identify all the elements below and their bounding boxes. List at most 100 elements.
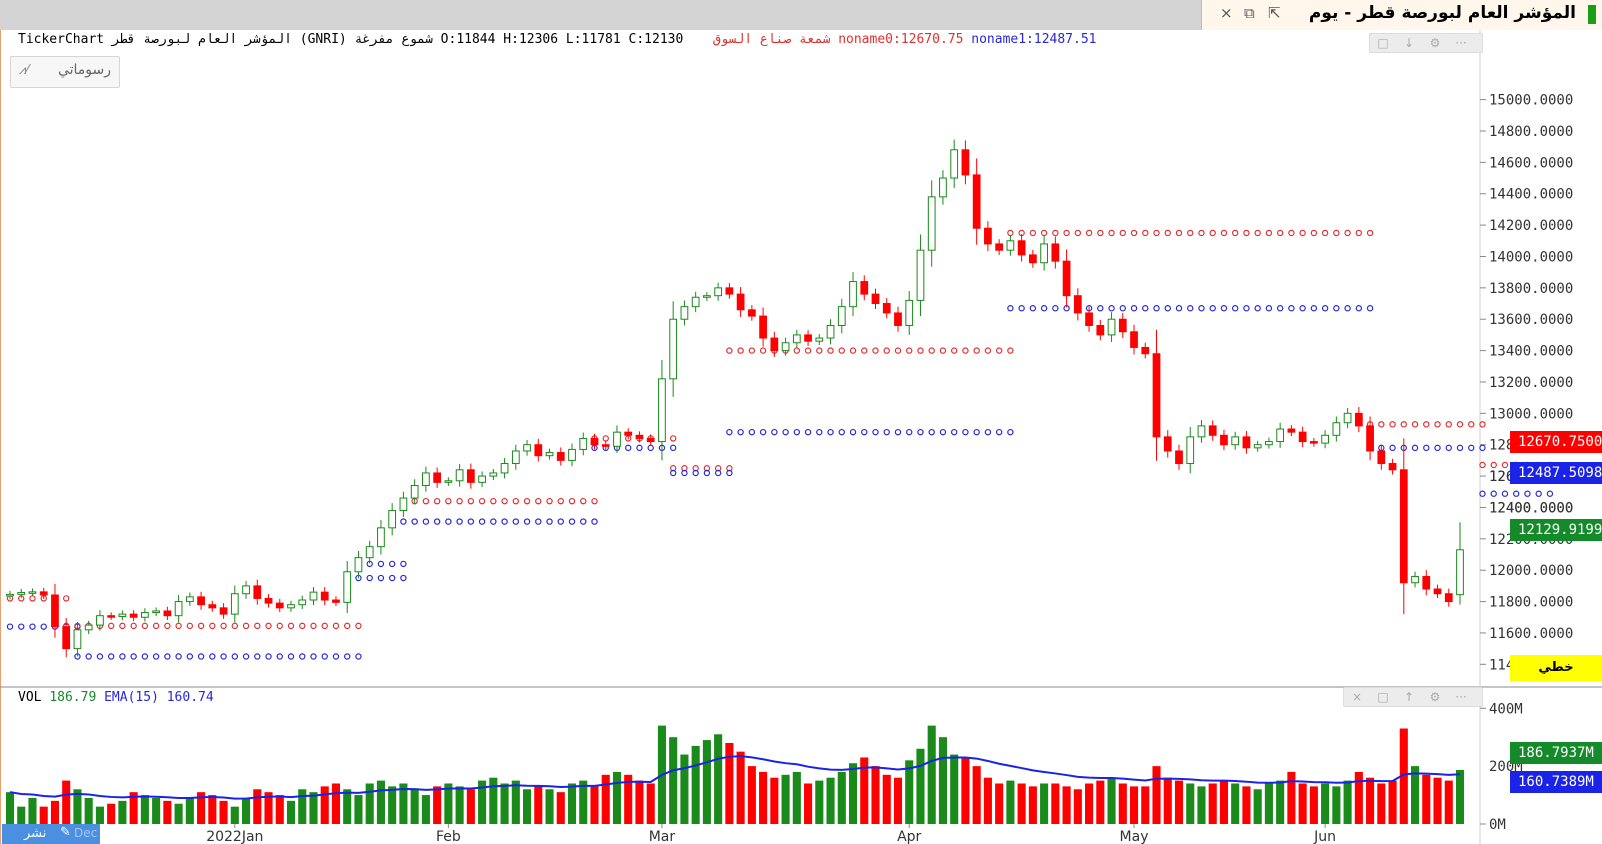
indicator-dot: [377, 574, 385, 582]
indicator-dot: [782, 428, 789, 436]
volume-bar: [62, 780, 71, 824]
indicator-dot: [231, 622, 239, 630]
close-icon[interactable]: ×: [1220, 4, 1233, 22]
volume-bar: [1321, 783, 1330, 824]
indicator-dot: [973, 347, 980, 354]
indicator-dot: [1276, 229, 1284, 237]
indicator-dot: [1288, 229, 1295, 237]
window-title: المؤشر العام لبورصة قطر - يوم: [1308, 3, 1576, 23]
close-icon[interactable]: ×: [1351, 690, 1363, 704]
indicator-dot: [984, 428, 992, 436]
chart-area[interactable]: 15000.0000 14800.0000 14600.0000 14400.0000…: [0, 30, 1602, 844]
volume-bar: [489, 777, 498, 824]
volume-bar: [770, 777, 779, 824]
indicator-dot: [1524, 490, 1531, 497]
candle-body: [511, 450, 520, 465]
indicator-dot: [962, 428, 969, 436]
maximize-icon[interactable]: □: [1377, 690, 1389, 704]
volume-bar: [1287, 771, 1296, 824]
candle-body: [298, 599, 307, 606]
indicator-dot: [1097, 305, 1104, 312]
volume-bar: [1006, 780, 1015, 824]
more-icon[interactable]: ···: [1455, 36, 1467, 50]
gear-icon[interactable]: ⚙: [1429, 690, 1441, 704]
indicator-dot: [1052, 305, 1059, 312]
indicator-dot: [917, 347, 924, 354]
gear-icon[interactable]: ⚙: [1429, 36, 1441, 50]
indicator-dot: [1490, 461, 1497, 469]
volume-bar: [208, 795, 217, 824]
more-icon[interactable]: ···: [1455, 690, 1467, 704]
indicator-dot: [85, 653, 92, 660]
indicator-dot: [816, 428, 823, 436]
candle-body: [860, 281, 869, 295]
volume-bar: [680, 754, 689, 824]
indicator-dot: [1209, 305, 1216, 312]
volume-bar: [17, 806, 26, 824]
volume-bar: [1433, 777, 1442, 824]
volume-bar: [848, 763, 858, 824]
candle-body: [489, 472, 498, 477]
indicator-dot: [557, 518, 564, 525]
volume-panel-tools: × □ ↑ ⚙ ···: [1343, 687, 1483, 707]
volume-label: VOL: [18, 690, 42, 705]
y-tick-label: 13000.0000: [1489, 406, 1573, 422]
indicator-dot: [355, 622, 362, 630]
indicator-dot: [591, 497, 598, 505]
volume-bar: [1388, 780, 1397, 824]
candle-body: [62, 626, 71, 650]
candle-body: [141, 612, 149, 618]
candle-body: [669, 318, 678, 380]
volume-value: 186.79: [49, 690, 97, 705]
maximize-icon[interactable]: □: [1377, 36, 1389, 50]
volume-bar: [1399, 728, 1408, 824]
volume-bar: [792, 771, 801, 824]
volume-bar: [1186, 783, 1195, 824]
candle-body: [849, 281, 857, 308]
my-drawings-label: رسوماتي: [57, 62, 111, 78]
chart-type-label[interactable]: خطي: [1510, 655, 1602, 681]
indicator-dot: [1321, 229, 1329, 237]
candle-body: [320, 591, 329, 601]
candle-body: [916, 249, 925, 301]
indicator-dot: [299, 653, 306, 660]
window-tab[interactable]: × ⧉ ⇱ المؤشر العام لبورصة قطر - يوم: [1201, 0, 1602, 30]
volume-bar: [736, 751, 745, 824]
volume-bar: [444, 783, 453, 824]
my-drawings-button[interactable]: ⩘⁄ رسوماتي: [10, 56, 120, 88]
y-tick-label: 15000.0000: [1489, 93, 1573, 109]
volume-bar: [646, 783, 655, 824]
volume-bar: [1422, 774, 1431, 824]
candle-body: [422, 472, 430, 486]
download-icon[interactable]: ↓: [1403, 36, 1415, 50]
indicator-dot: [883, 428, 890, 436]
volume-bar: [1231, 783, 1240, 824]
indicator-dot: [1456, 444, 1464, 452]
indicator-dot: [1355, 229, 1363, 237]
candle-body: [1051, 243, 1060, 262]
candle-body: [275, 602, 284, 609]
up-arrow-icon[interactable]: ↑: [1403, 690, 1415, 704]
indicator-dot: [546, 497, 553, 505]
indicator-dot: [287, 622, 295, 630]
x-tick-label: May: [1120, 829, 1149, 844]
y-tick-label: 12400.0000: [1489, 500, 1573, 516]
pin-icon[interactable]: ⇱: [1268, 4, 1281, 22]
symbol-code: (GNRI): [299, 32, 347, 47]
publish-button[interactable]: نشر ✎ Dec: [2, 824, 100, 844]
volume-bar: [804, 783, 813, 824]
indicator-dot: [995, 347, 1003, 354]
candle-body: [680, 306, 689, 320]
candle-body: [388, 510, 397, 529]
indicator-dot: [29, 595, 36, 602]
indicator-dot: [793, 347, 801, 354]
indicator-dot: [107, 622, 115, 630]
indicator-dot: [827, 428, 834, 436]
indicator-dot: [1142, 305, 1149, 312]
volume-bar: [1219, 780, 1228, 824]
indicator-dot: [400, 560, 407, 568]
volume-bar: [1366, 777, 1375, 824]
volume-bar: [871, 766, 880, 824]
indicator-dot: [63, 595, 70, 602]
restore-icon[interactable]: ⧉: [1244, 4, 1255, 22]
